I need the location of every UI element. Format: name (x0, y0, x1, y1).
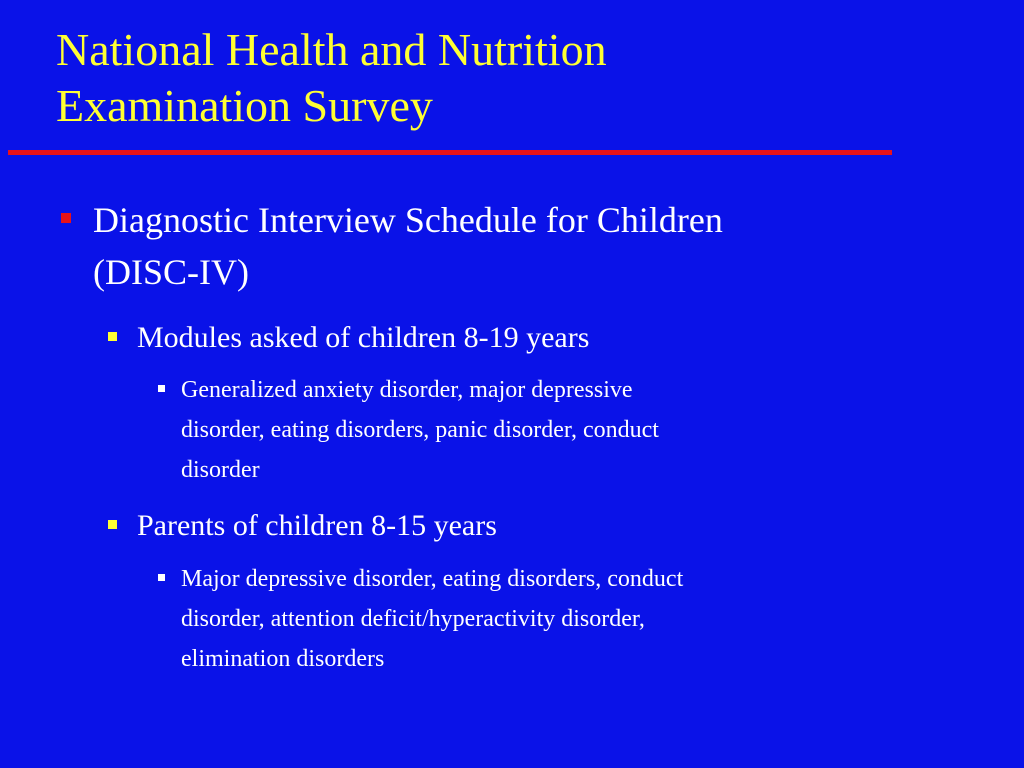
bullet-level3-children-modules: Generalized anxiety disorder, major depr… (156, 370, 956, 490)
bullet-level1-disc: Diagnostic Interview Schedule for Childr… (56, 198, 956, 292)
bullet-level3-children-line1: Generalized anxiety disorder, major depr… (181, 377, 633, 403)
bullet-level1-line2: (DISC-IV) (93, 252, 249, 292)
slide-title: National Health and Nutrition Examinatio… (56, 22, 916, 134)
bullet-level2-children-text: Modules asked of children 8-19 years (137, 321, 590, 354)
bullet-level3-parents-modules: Major depressive disorder, eating disord… (156, 559, 956, 679)
bullet-level3-parents-line3: elimination disorders (181, 646, 385, 672)
square-bullet-icon (108, 332, 117, 341)
title-divider (8, 150, 892, 155)
bullet-level3-children-line3: disorder (181, 457, 260, 483)
square-bullet-icon (158, 574, 165, 581)
bullet-level2-children: Modules asked of children 8-19 years (108, 320, 968, 356)
square-bullet-icon (158, 385, 165, 392)
square-bullet-icon (108, 520, 117, 529)
bullet-level3-parents-line1: Major depressive disorder, eating disord… (181, 566, 684, 592)
bullet-level3-parents-line2: disorder, attention deficit/hyperactivit… (181, 606, 645, 632)
bullet-level3-children-line2: disorder, eating disorders, panic disord… (181, 417, 659, 443)
bullet-level2-parents: Parents of children 8-15 years (108, 508, 968, 544)
title-line-1: National Health and Nutrition (56, 24, 607, 75)
square-bullet-icon (61, 213, 71, 223)
title-line-2: Examination Survey (56, 80, 433, 131)
bullet-level1-line1: Diagnostic Interview Schedule for Childr… (93, 200, 723, 240)
bullet-level2-parents-text: Parents of children 8-15 years (137, 509, 497, 542)
